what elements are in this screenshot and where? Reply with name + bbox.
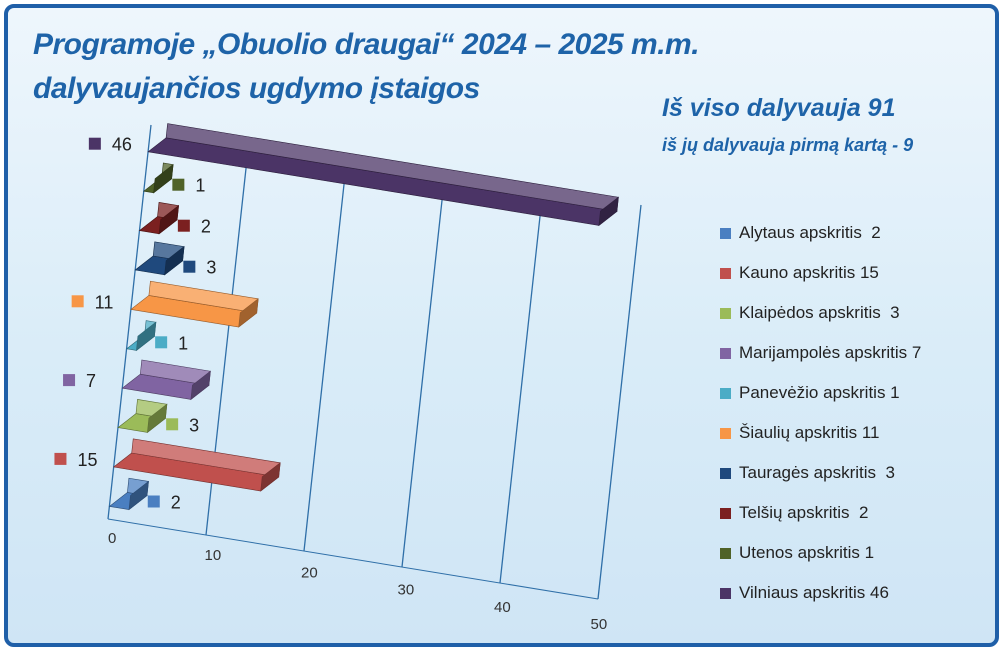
data-label: 2 [171, 493, 181, 513]
legend-swatch [720, 347, 731, 359]
bar-end-face [260, 462, 281, 492]
bar [121, 359, 211, 401]
gridline [107, 124, 152, 520]
data-label-swatch [172, 178, 185, 191]
legend-swatch [720, 507, 731, 519]
legend-label: Marijampolės apskritis 7 [739, 343, 922, 362]
x-tick-label: 50 [591, 616, 608, 633]
data-label-swatch [54, 452, 67, 465]
bar [117, 399, 168, 434]
gridline [401, 172, 446, 568]
axis-line [107, 518, 599, 600]
legend-item: Klaipėdos apskritis 3 [720, 293, 980, 333]
bar-end-face [598, 196, 619, 227]
data-label: 7 [86, 371, 96, 391]
legend-swatch [720, 547, 731, 559]
data-label-swatch [166, 418, 179, 431]
legend-label: Kauno apskritis 15 [739, 263, 879, 282]
bar [112, 438, 281, 492]
bar-end-face [136, 321, 157, 352]
data-label: 15 [77, 450, 97, 470]
bar [108, 477, 149, 511]
legend-swatch [720, 427, 731, 439]
legend-label: Šiaulių apskritis 11 [739, 423, 880, 442]
data-label-swatch [88, 137, 101, 150]
data-label-swatch [147, 495, 160, 508]
legend-label: Vilniaus apskritis 46 [739, 583, 889, 602]
legend-label: Telšių apskritis 2 [739, 503, 869, 522]
chart-frame: Programoje „Obuolio draugai“ 2024 – 2025… [4, 4, 999, 647]
data-label-swatch [183, 260, 196, 273]
data-label: 2 [201, 217, 211, 237]
data-label-swatch [71, 295, 84, 308]
legend-label: Panevėžio apskritis 1 [739, 383, 900, 402]
legend-item: Šiaulių apskritis 11 [720, 413, 980, 453]
legend-swatch [720, 227, 731, 239]
x-tick-label: 30 [398, 582, 415, 599]
bar [143, 162, 174, 194]
bar-end-face [164, 245, 185, 276]
bar [134, 241, 185, 276]
legend-label: Tauragės apskritis 3 [739, 463, 895, 482]
legend-label: Utenos apskritis 1 [739, 543, 875, 562]
x-tick-label: 0 [108, 530, 116, 547]
legend-label: Klaipėdos apskritis 3 [739, 303, 900, 322]
data-label: 1 [178, 333, 188, 353]
bar-end-face [238, 298, 259, 328]
x-tick-label: 40 [494, 599, 511, 616]
chart-legend: Alytaus apskritis 2 Kauno apskritis 15 Kla… [720, 213, 980, 613]
legend-label: Alytaus apskritis 2 [739, 223, 881, 242]
legend-item: Panevėžio apskritis 1 [720, 373, 980, 413]
legend-swatch [720, 587, 731, 599]
data-label: 3 [206, 258, 216, 278]
bar [138, 202, 179, 235]
legend-swatch [720, 467, 731, 479]
data-label: 1 [195, 176, 205, 196]
gridline [499, 188, 544, 584]
legend-swatch [720, 267, 731, 279]
total-participants: Iš viso dalyvauja 91 [662, 94, 896, 122]
bar-end-face [147, 403, 168, 434]
bar-front-face [147, 137, 618, 226]
legend-item: Utenos apskritis 1 [720, 533, 980, 573]
data-label: 46 [112, 135, 132, 155]
data-label: 11 [95, 292, 114, 312]
x-tick-label: 20 [301, 564, 318, 581]
data-label: 3 [189, 415, 199, 435]
x-tick-label: 10 [205, 547, 222, 564]
legend-swatch [720, 307, 731, 319]
bar-top-face [165, 123, 619, 212]
bar [130, 280, 259, 328]
data-label-swatch [155, 336, 168, 349]
chart-title-line-1: Programoje „Obuolio draugai“ 2024 – 2025… [33, 28, 700, 61]
legend-item: Vilniaus apskritis 46 [720, 573, 980, 613]
bar-end-face [128, 480, 149, 511]
bar [147, 123, 619, 227]
chart-title-line-2: dalyvaujančios ugdymo įstaigos [33, 72, 480, 105]
legend-item: Telšių apskritis 2 [720, 493, 980, 533]
gridline [597, 204, 642, 600]
data-label-swatch [177, 219, 190, 232]
legend-item: Alytaus apskritis 2 [720, 213, 980, 253]
bar-end-face [158, 204, 179, 235]
bar [125, 320, 157, 352]
legend-item: Tauragės apskritis 3 [720, 453, 980, 493]
first-time-participants: iš jų dalyvauja pirmą kartą - 9 [662, 135, 914, 155]
data-label-swatch [63, 374, 76, 387]
bar-end-face [153, 163, 174, 194]
legend-swatch [720, 387, 731, 399]
gridline [303, 156, 348, 552]
legend-item: Kauno apskritis 15 [720, 253, 980, 293]
legend-item: Marijampolės apskritis 7 [720, 333, 980, 373]
bar-end-face [190, 370, 211, 401]
